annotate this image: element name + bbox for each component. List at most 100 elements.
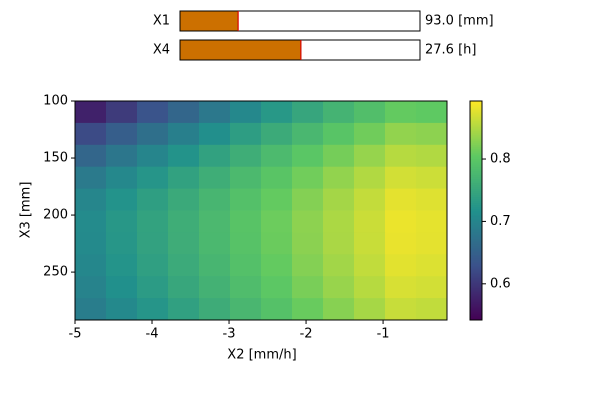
heatmap-cell bbox=[323, 188, 355, 211]
slider-value: 93.0 [mm] bbox=[425, 14, 494, 29]
colorbar-band bbox=[470, 128, 482, 132]
heatmap-cell bbox=[323, 254, 355, 277]
heatmap-cell bbox=[230, 166, 262, 190]
slider-fill[interactable] bbox=[179, 10, 239, 32]
heatmap-cell bbox=[261, 210, 293, 233]
colorbar-band bbox=[470, 154, 482, 158]
y-tick-label: 200 bbox=[43, 208, 68, 223]
colorbar-band bbox=[470, 212, 482, 215]
heatmap-cell bbox=[75, 210, 107, 233]
heatmap-cell bbox=[323, 232, 355, 255]
colorbar-tick-label: 0.8 bbox=[490, 152, 511, 167]
heatmap-cell bbox=[199, 298, 231, 321]
heatmap-cell bbox=[323, 210, 355, 233]
colorbar-band bbox=[470, 176, 482, 180]
colorbar-band bbox=[470, 134, 482, 138]
colorbar-band bbox=[470, 268, 482, 271]
colorbar-band bbox=[470, 274, 482, 277]
heatmap-cell bbox=[75, 144, 107, 168]
heatmap-cell bbox=[323, 166, 355, 190]
heatmap-cell bbox=[230, 276, 262, 299]
heatmap-cell bbox=[323, 101, 355, 124]
colorbar-band bbox=[470, 120, 482, 124]
x-axis-label: X2 [mm/h] bbox=[227, 348, 296, 363]
colorbar-band bbox=[470, 214, 482, 217]
x-tick-label: -4 bbox=[146, 327, 159, 342]
colorbar-band bbox=[470, 202, 482, 206]
heatmap-cell bbox=[385, 144, 417, 168]
heatmap-cell bbox=[416, 276, 448, 299]
heatmap-cell bbox=[323, 122, 355, 146]
heatmap-cell bbox=[385, 232, 417, 255]
heatmap-cell bbox=[385, 122, 417, 146]
heatmap-cell bbox=[168, 210, 200, 233]
colorbar-band bbox=[470, 144, 482, 148]
heatmap-cell bbox=[354, 210, 386, 233]
colorbar-band bbox=[470, 168, 482, 172]
colorbar-band bbox=[470, 198, 482, 202]
heatmap-cell bbox=[292, 276, 324, 299]
colorbar-frame bbox=[469, 100, 483, 321]
colorbar-band bbox=[470, 314, 482, 317]
heatmap-cell bbox=[75, 298, 107, 321]
colorbar-band bbox=[470, 254, 482, 257]
heatmap-cell bbox=[323, 276, 355, 299]
heatmap-cell bbox=[199, 210, 231, 233]
heatmap-cell bbox=[199, 166, 231, 190]
x-tick-label: -2 bbox=[300, 327, 313, 342]
colorbar-band bbox=[470, 106, 482, 110]
heatmap-cell bbox=[75, 188, 107, 211]
colorbar-band bbox=[470, 312, 482, 315]
colorbar-band bbox=[470, 266, 482, 269]
heatmap-cell bbox=[385, 254, 417, 277]
colorbar-band bbox=[470, 146, 482, 150]
colorbar-band bbox=[470, 258, 482, 261]
colorbar-band bbox=[470, 272, 482, 275]
heatmap-cell bbox=[137, 298, 169, 321]
heatmap-cell bbox=[416, 166, 448, 190]
colorbar-band bbox=[470, 238, 482, 241]
heatmap-cell bbox=[261, 254, 293, 277]
heatmap-cell bbox=[75, 232, 107, 255]
colorbar-band bbox=[470, 240, 482, 243]
heatmap-cell bbox=[385, 276, 417, 299]
slider-fill[interactable] bbox=[179, 39, 302, 61]
y-tick-label: 150 bbox=[43, 151, 68, 166]
colorbar-band bbox=[470, 288, 482, 291]
heatmap-cell bbox=[137, 166, 169, 190]
heatmap-cell bbox=[75, 166, 107, 190]
heatmap-cell bbox=[416, 210, 448, 233]
colorbar-band bbox=[470, 204, 482, 208]
colorbar-band bbox=[470, 222, 482, 225]
heatmap-cell bbox=[230, 298, 262, 321]
colorbar-band bbox=[470, 142, 482, 146]
colorbar-band bbox=[470, 252, 482, 255]
colorbar-band bbox=[470, 136, 482, 140]
heatmap-cell bbox=[323, 144, 355, 168]
colorbar-tick-label: 0.7 bbox=[490, 214, 511, 229]
colorbar-band bbox=[470, 132, 482, 136]
colorbar-band bbox=[470, 162, 482, 166]
colorbar-band bbox=[470, 234, 482, 237]
colorbar-band bbox=[470, 194, 482, 198]
heatmap-cell bbox=[168, 276, 200, 299]
colorbar-band bbox=[470, 302, 482, 305]
heatmap-cell bbox=[106, 276, 138, 299]
colorbar-band bbox=[470, 172, 482, 176]
heatmap-cell bbox=[106, 254, 138, 277]
colorbar-band bbox=[470, 216, 482, 219]
heatmap-cell bbox=[416, 144, 448, 168]
heatmap-cell bbox=[354, 298, 386, 321]
colorbar-band bbox=[470, 182, 482, 186]
heatmap-cell bbox=[385, 298, 417, 321]
heatmap-cell bbox=[75, 122, 107, 146]
colorbar-band bbox=[470, 286, 482, 289]
colorbar-band bbox=[470, 184, 482, 188]
heatmap-cell bbox=[292, 122, 324, 146]
y-tick-label: 100 bbox=[43, 94, 68, 109]
heatmap-cell bbox=[261, 232, 293, 255]
colorbar-band bbox=[470, 130, 482, 134]
colorbar-band bbox=[470, 220, 482, 223]
x-tick-label: -1 bbox=[377, 327, 390, 342]
